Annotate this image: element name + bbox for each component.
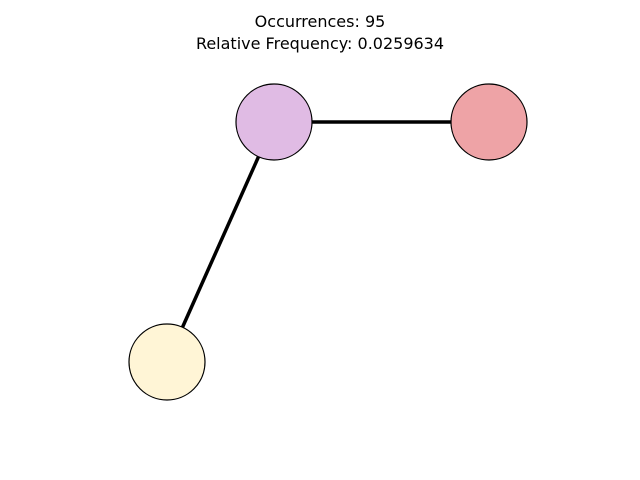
graph-title: Occurrences: 95 Relative Frequency: 0.02… [0,11,640,55]
nodes-layer [128,83,528,401]
node-red [450,83,528,161]
edge-purple-yellow [165,121,276,363]
edges-layer [165,120,489,363]
relative-frequency-label: Relative Frequency: 0.0259634 [195,34,445,53]
occurrences-label: Occurrences: 95 [254,12,386,31]
node-yellow [128,323,206,401]
node-purple [235,83,313,161]
